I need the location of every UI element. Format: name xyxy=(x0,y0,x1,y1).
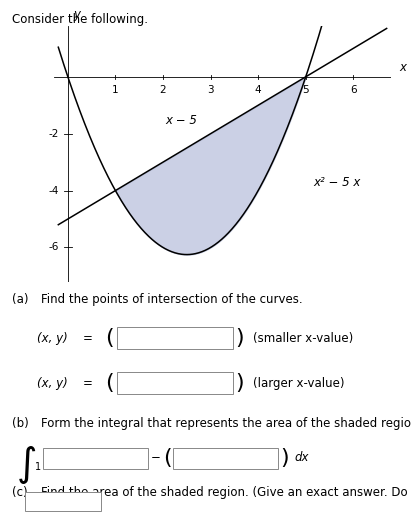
Text: 2: 2 xyxy=(160,85,166,95)
Text: -2: -2 xyxy=(49,129,59,139)
Text: Consider the following.: Consider the following. xyxy=(12,13,148,26)
Text: (x, y): (x, y) xyxy=(37,377,68,390)
Bar xyxy=(25,492,101,511)
Text: -6: -6 xyxy=(49,243,59,252)
Text: =: = xyxy=(82,332,92,345)
Text: (larger x-value): (larger x-value) xyxy=(253,377,345,390)
Text: x − 5: x − 5 xyxy=(165,114,197,127)
Bar xyxy=(173,448,278,469)
Text: 3: 3 xyxy=(207,85,214,95)
Text: (: ( xyxy=(105,328,114,348)
Text: ): ) xyxy=(235,328,243,348)
Text: x: x xyxy=(400,61,407,74)
Text: (x, y): (x, y) xyxy=(37,332,68,345)
Text: y: y xyxy=(74,8,80,22)
Bar xyxy=(117,372,233,394)
Text: 5: 5 xyxy=(302,85,309,95)
Text: -4: -4 xyxy=(49,185,59,196)
Text: x² − 5 x: x² − 5 x xyxy=(313,176,360,188)
Text: Find the area of the shaded region. (Give an exact answer. Do not round.): Find the area of the shaded region. (Giv… xyxy=(41,486,412,499)
Text: $\int$: $\int$ xyxy=(16,444,37,486)
Text: (a): (a) xyxy=(12,293,29,307)
Text: (smaller x-value): (smaller x-value) xyxy=(253,332,353,345)
Text: ): ) xyxy=(235,373,243,393)
Text: (c): (c) xyxy=(12,486,28,499)
Text: ): ) xyxy=(280,448,289,468)
Text: 6: 6 xyxy=(350,85,357,95)
Text: (: ( xyxy=(105,373,114,393)
Text: =: = xyxy=(82,377,92,390)
Text: dx: dx xyxy=(295,451,309,464)
Text: 4: 4 xyxy=(255,85,262,95)
Text: 1: 1 xyxy=(35,462,41,473)
Text: −: − xyxy=(150,451,160,464)
Text: 1: 1 xyxy=(112,85,119,95)
Bar xyxy=(117,327,233,349)
Text: (b): (b) xyxy=(12,417,29,431)
Text: Form the integral that represents the area of the shaded region.: Form the integral that represents the ar… xyxy=(41,417,412,431)
Text: (: ( xyxy=(163,448,171,468)
Text: Find the points of intersection of the curves.: Find the points of intersection of the c… xyxy=(41,293,303,307)
Bar xyxy=(43,448,148,469)
